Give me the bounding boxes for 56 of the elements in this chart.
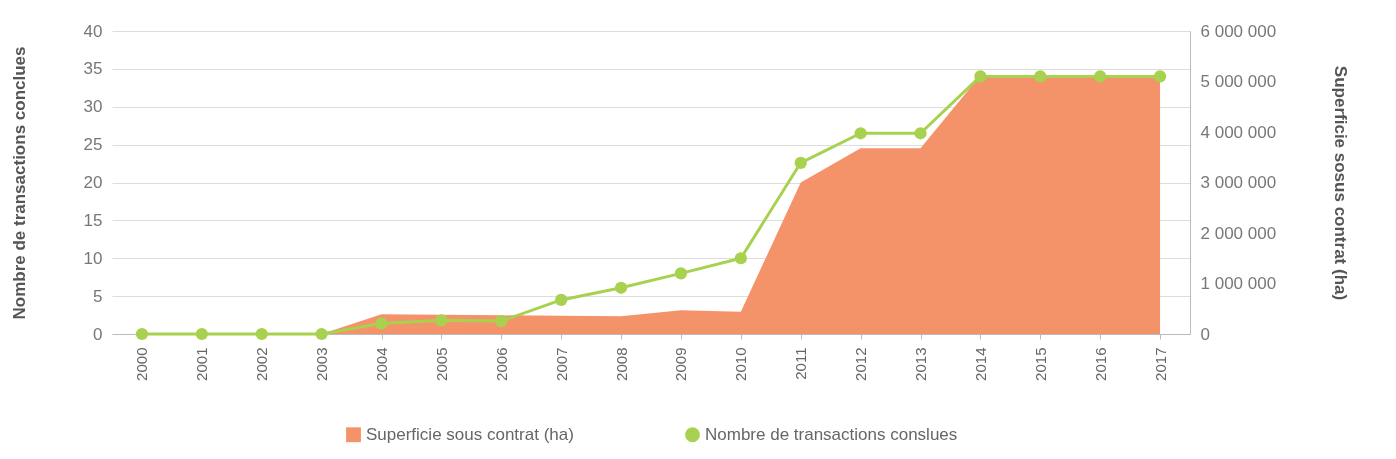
point	[555, 293, 568, 307]
point	[435, 314, 448, 327]
y2-tick-label: 6 000 000	[1200, 21, 1277, 41]
x-tick-label: 2005	[432, 347, 450, 381]
y-tick-label: 15	[83, 210, 103, 230]
x-tick-label: 2011	[792, 347, 810, 380]
point	[674, 267, 688, 280]
point	[135, 327, 149, 341]
x-tick-label: 2012	[852, 347, 870, 381]
x-tick-label: 2002	[253, 347, 271, 381]
point	[495, 315, 508, 328]
point	[195, 327, 208, 341]
y-tick-label: 20	[83, 173, 103, 192]
x-tick-label: 2001	[193, 347, 211, 381]
y-tick-label: 30	[83, 97, 103, 117]
y2-tick-label: 0	[1200, 324, 1210, 344]
point	[1034, 70, 1047, 83]
point	[1153, 70, 1167, 83]
legend-label: Superficie sous contrat (ha)	[366, 424, 574, 444]
y-tick-label: 35	[83, 59, 103, 79]
x-tick-label: 2013	[912, 347, 929, 381]
y2-axis-title: Superficie sosus contrat (ha)	[1331, 65, 1351, 301]
y-tick-label: 5	[93, 286, 103, 306]
y2-tick-label: 1 000 000	[1200, 274, 1277, 293]
x-tick-label: 2014	[971, 347, 989, 381]
legend-label: Nombre de transactions conslues	[705, 424, 958, 444]
point	[255, 327, 268, 341]
x-tick-label: 2000	[133, 347, 151, 381]
x-tick-label: 2008	[612, 347, 630, 381]
y-tick-label: 0	[93, 324, 103, 344]
x-tick-label: 2004	[373, 347, 390, 381]
y-tick-label: 10	[83, 248, 103, 268]
point	[1094, 70, 1107, 83]
point	[974, 70, 987, 83]
x-tick-label: 2017	[1151, 347, 1169, 381]
y2-tick-label: 2 000 000	[1200, 223, 1277, 243]
point	[914, 127, 927, 140]
x-tick-label: 2009	[672, 347, 690, 381]
y-tick-label: 40	[83, 21, 103, 41]
point	[614, 281, 628, 294]
y-axis-title: Nombre de transactions conclues	[9, 46, 29, 320]
y2-tick-label: 3 000 000	[1200, 173, 1277, 192]
point	[375, 317, 388, 330]
point	[734, 252, 747, 265]
x-tick-label: 2003	[313, 347, 331, 381]
x-tick-label: 2007	[552, 347, 570, 381]
point	[794, 156, 807, 169]
x-tick-label: 2010	[732, 347, 750, 381]
x-tick-label: 2015	[1031, 347, 1049, 381]
y2-tick-label: 4 000 000	[1200, 122, 1277, 142]
point	[315, 327, 328, 341]
x-tick-label: 2006	[492, 347, 510, 381]
point	[854, 127, 867, 140]
x-tick-label: 2016	[1091, 347, 1109, 381]
y2-tick-label: 5 000 000	[1200, 72, 1277, 91]
y-tick-label: 25	[83, 135, 103, 155]
